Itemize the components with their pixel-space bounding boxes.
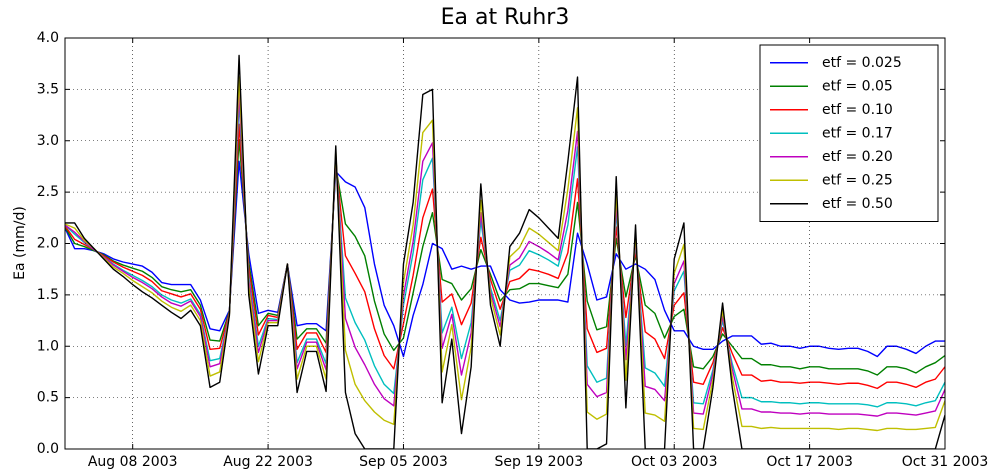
y-tick-label: 0.0 bbox=[37, 441, 59, 457]
legend-label: etf = 0.50 bbox=[822, 196, 893, 212]
legend-label: etf = 0.10 bbox=[822, 102, 893, 118]
y-tick-label: 0.5 bbox=[37, 390, 59, 406]
x-tick-label: Oct 03 2003 bbox=[631, 454, 718, 470]
legend-label: etf = 0.025 bbox=[822, 55, 902, 71]
x-tick-label: Aug 08 2003 bbox=[88, 454, 178, 470]
y-tick-label: 1.0 bbox=[37, 338, 59, 354]
x-tick-label: Aug 22 2003 bbox=[223, 454, 313, 470]
plot-lines bbox=[65, 54, 945, 449]
legend-label: etf = 0.17 bbox=[822, 125, 893, 141]
x-tick-label: Oct 17 2003 bbox=[766, 454, 853, 470]
y-tick-label: 2.0 bbox=[37, 236, 59, 252]
legend-label: etf = 0.20 bbox=[822, 149, 893, 165]
legend-label: etf = 0.05 bbox=[822, 78, 893, 94]
y-tick-label: 4.0 bbox=[37, 30, 59, 46]
x-tick-label: Oct 31 2003 bbox=[902, 454, 989, 470]
x-tick-label: Sep 19 2003 bbox=[494, 454, 583, 470]
x-tick-label: Sep 05 2003 bbox=[359, 454, 448, 470]
y-tick-label: 2.5 bbox=[37, 184, 59, 200]
y-axis-label: Ea (mm/d) bbox=[12, 206, 28, 280]
chart-title: Ea at Ruhr3 bbox=[441, 5, 570, 30]
y-tick-label: 3.5 bbox=[37, 81, 59, 97]
legend-label: etf = 0.25 bbox=[822, 172, 893, 188]
y-tick-label: 3.0 bbox=[37, 133, 59, 149]
series-line bbox=[65, 54, 945, 449]
y-tick-label: 1.5 bbox=[37, 287, 59, 303]
